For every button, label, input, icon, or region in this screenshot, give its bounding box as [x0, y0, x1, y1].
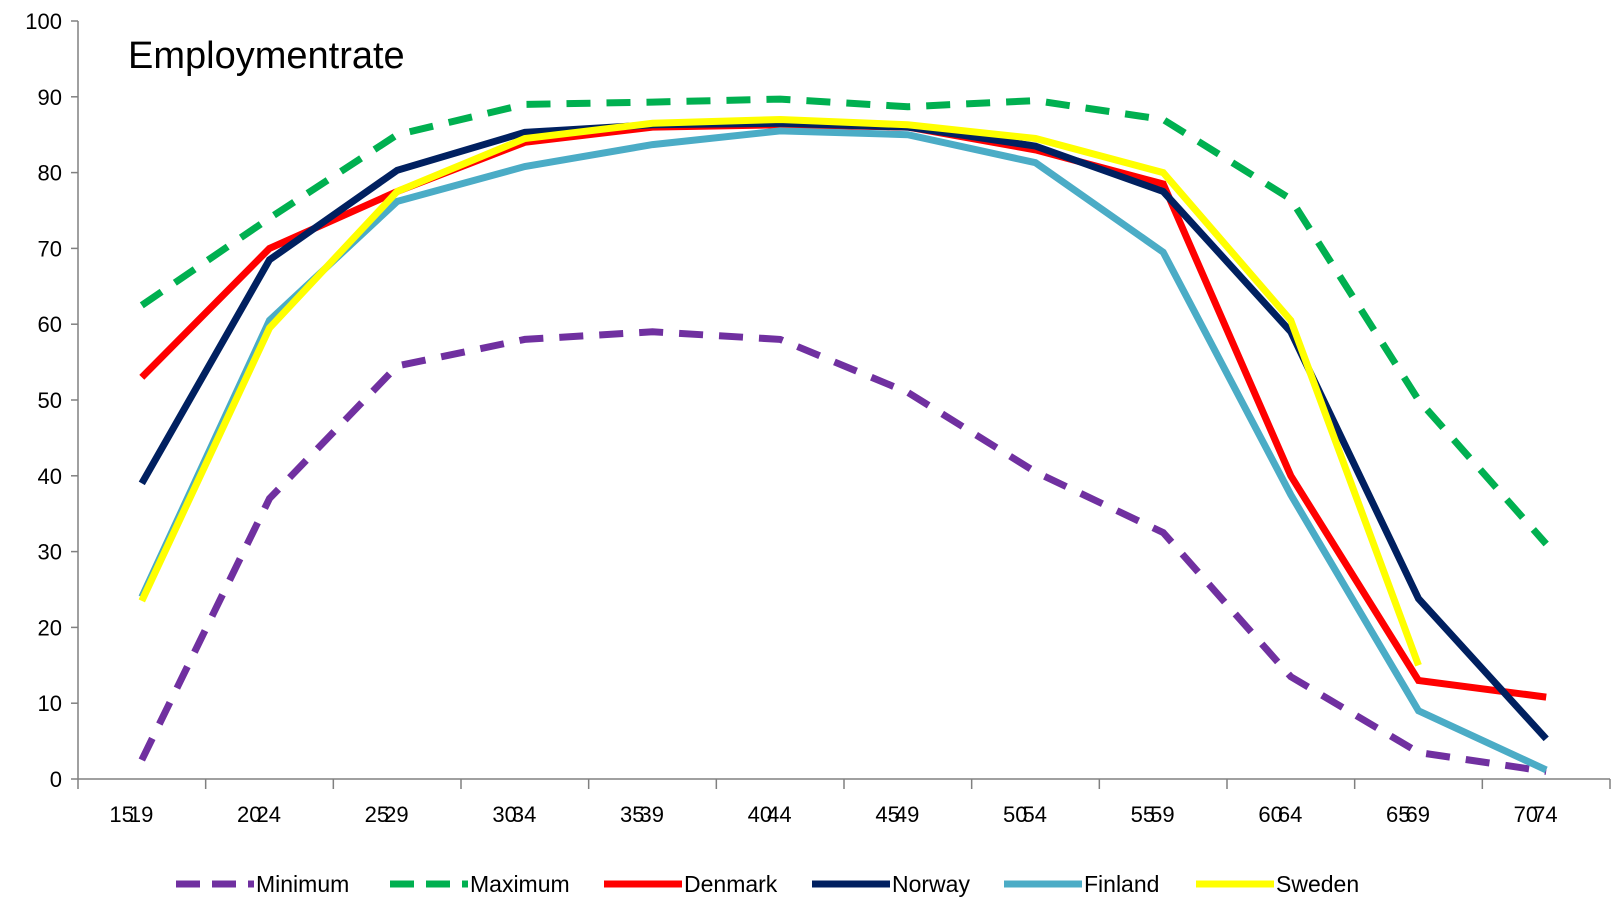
y-tick-label: 30: [38, 540, 62, 565]
x-tick-label-end: 59: [1150, 802, 1174, 827]
series-line-maximum: [139, 95, 1549, 547]
x-tick-label-end: 39: [640, 802, 664, 827]
x-tick-label-start: 70: [1514, 802, 1538, 827]
x-tick-label-end: 64: [1278, 802, 1302, 827]
x-tick-label-end: 44: [767, 802, 791, 827]
x-tick-label-start: 35: [620, 802, 644, 827]
x-tick-label-end: 29: [384, 802, 408, 827]
x-tick-label-start: 40: [748, 802, 772, 827]
y-tick-label: 20: [38, 615, 62, 640]
series-line-norway: [138, 119, 1549, 742]
series-line-minimum: [138, 328, 1547, 775]
x-tick-label-end: 24: [257, 802, 281, 827]
x-tick-label-end: 54: [1023, 802, 1047, 827]
y-tick-label: 70: [38, 236, 62, 261]
legend-label-norway: Norway: [892, 871, 970, 897]
x-tick-label-start: 20: [237, 802, 261, 827]
legend-label-finland: Finland: [1084, 871, 1159, 897]
x-tick-label-end: 49: [895, 802, 919, 827]
x-tick-label-start: 50: [1003, 802, 1027, 827]
legend-label-minimum: Minimum: [256, 871, 349, 897]
y-tick-label: 90: [38, 85, 62, 110]
legend-label-sweden: Sweden: [1276, 871, 1359, 897]
x-tick-label-start: 45: [875, 802, 899, 827]
x-tick-label-end: 19: [129, 802, 153, 827]
series-line-finland: [138, 127, 1548, 774]
y-tick-label: 100: [25, 9, 62, 34]
y-tick-label: 80: [38, 161, 62, 186]
legend-label-maximum: Maximum: [470, 871, 570, 897]
x-tick-label-start: 60: [1258, 802, 1282, 827]
y-axis-ticks: 0 10 20 30 40 50 60 70 80 90 100: [25, 9, 78, 792]
x-tick-label-start: 30: [492, 802, 516, 827]
y-tick-label: 50: [38, 388, 62, 413]
y-tick-label: 40: [38, 464, 62, 489]
y-tick-label: 10: [38, 691, 62, 716]
x-tick-label-end: 74: [1533, 802, 1557, 827]
x-tick-label-start: 25: [365, 802, 389, 827]
series-line-sweden: [138, 115, 1422, 667]
x-tick-label-start: 55: [1131, 802, 1155, 827]
x-tick-label-start: 15: [109, 802, 133, 827]
legend: Minimum Maximum Denmark Norway Finland Sweden: [176, 871, 1359, 897]
legend-label-denmark: Denmark: [684, 871, 778, 897]
x-tick-label-start: 65: [1386, 802, 1410, 827]
x-tick-label-end: 34: [512, 802, 536, 827]
x-tick-label-end: 69: [1406, 802, 1430, 827]
y-tick-label: 0: [50, 767, 62, 792]
y-tick-label: 60: [38, 312, 62, 337]
series-lines: [138, 95, 1549, 775]
chart-title: Employmentrate: [128, 35, 405, 77]
